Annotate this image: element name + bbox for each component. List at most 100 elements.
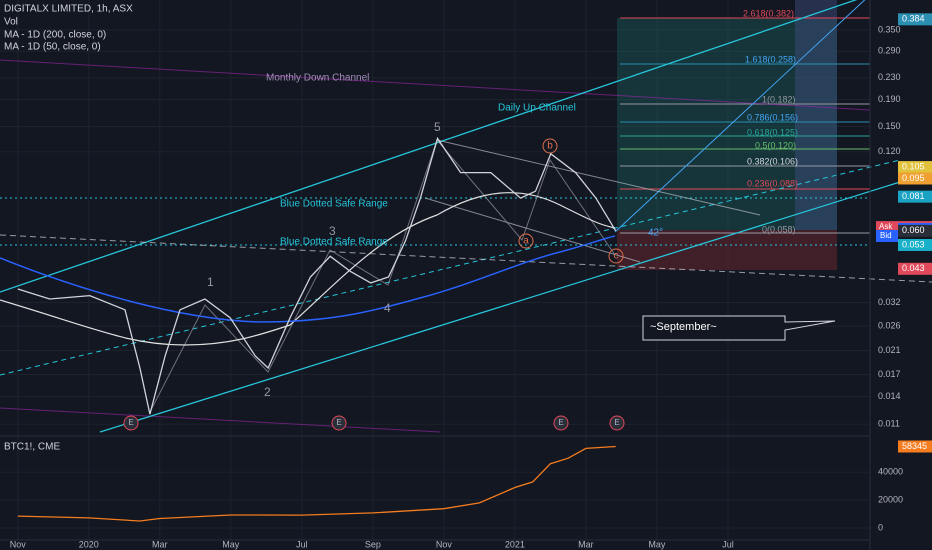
last-price-box [898,440,932,453]
fib-label: 1(0.182) [762,94,796,104]
symbol: DIGITALX LIMITED, 1h, ASX [4,4,133,15]
y-tick-label: 0.230 [878,72,901,82]
price-label-box [898,238,932,251]
events: E E E E [123,415,625,431]
annotation: Daily Up Channel [498,103,576,114]
price-label: 0.060 [902,225,925,235]
fib-label: 0.618(0.125) [747,127,798,137]
y-tick-label: 0.011 [878,419,900,429]
wave-circle [542,138,558,154]
x-tick-label: Jul [722,539,734,549]
bid-box [876,229,898,242]
x-tick-label: Sep [365,539,381,549]
wave-path [149,139,616,413]
btc-title: BTC1!, CME [4,442,60,453]
y-tick-label: 40000 [878,467,903,477]
y-tick-label: 0.021 [878,345,901,355]
wave-label: c [614,251,619,262]
annotation: Monthly Down Channel [266,73,369,84]
wave-label: 2 [264,385,271,399]
wave-circle [518,233,534,249]
y-tick-label: 0 [878,522,883,532]
price-label: 0.384 [902,14,925,24]
price-label-box [898,161,932,174]
down-channel-bottom [0,407,441,433]
y-tick-label: 0.150 [878,121,901,131]
angle-line [614,0,866,233]
price-label: 0.105 [902,161,925,171]
up-channel-bottom [99,171,932,433]
price-label-box [898,190,932,203]
ma-200 [0,235,616,323]
down-channel-top [0,59,871,111]
fib-label: 0(0.058) [762,224,796,234]
price-label: 0.053 [902,239,925,249]
x-tick-label: Nov [436,539,453,549]
wave-label: 5 [434,120,441,134]
callout-box [642,315,836,341]
x-tick-label: Mar [578,539,594,549]
ask-label: Ask [879,222,893,231]
fib-lines [620,17,870,234]
last-price-label: 58345 [902,441,927,451]
x-tick-label: Nov [10,539,27,549]
ma200-label: MA - 1D (200, close, 0) [4,30,106,41]
vol-label: Vol [4,17,18,28]
price-label: 0.095 [902,173,925,183]
price-label-box [898,224,932,237]
price-line [17,445,616,522]
y-tick-label: 0.350 [878,24,901,34]
wave-label: 4 [384,301,391,315]
price-label: 0.081 [902,191,925,201]
fib-box [795,0,837,230]
event-label[interactable]: E [128,418,133,427]
ma50-label: MA - 1D (50, close, 0) [4,42,101,53]
event-label[interactable]: E [336,418,341,427]
ma-50 [0,192,616,346]
grid [0,0,870,540]
annotation: 42° [648,228,663,239]
fib-label: 0.382(0.106) [747,156,798,166]
price-label-box [898,262,932,275]
x-tick-label: Mar [152,539,168,549]
y-tick-label: 0.026 [878,321,901,331]
y-tick-label: 0.190 [878,94,901,104]
fib-label: 2.618(0.382) [743,8,794,18]
fib-label: 0.236(0.088) [747,178,798,188]
bid-label: Bid [880,231,892,240]
x-tick-label: 2020 [79,539,99,549]
fib-label: 0.5(0.120) [755,140,796,150]
y-tick-label: 0.014 [878,391,901,401]
wave-label: 1 [207,275,214,289]
up-channel-mid [0,159,901,376]
y-tick-label: 20000 [878,494,903,504]
y-tick-label: 0.017 [878,369,901,379]
wave-circle [608,248,624,264]
wedge-top [436,139,761,216]
x-tick-label: May [648,539,666,549]
wedge-bottom [424,197,641,263]
annotation: Blue Dotted Safe Range [280,199,388,210]
price-label: 0.043 [902,263,925,273]
fib-label: 1.618(0.258) [745,54,796,64]
event-label[interactable]: E [614,418,619,427]
wave-label: 3 [329,224,336,238]
wave-label: a [523,236,529,247]
fib-label: 0.786(0.156) [747,112,798,122]
y-tick-label: 0.120 [878,146,901,156]
y-tick-label: 0.032 [878,297,901,307]
price-line [17,136,617,415]
event-label[interactable]: E [558,418,563,427]
x-tick-label: May [222,539,240,549]
callout: ~September~ [650,321,717,333]
y-tick-label: 0.290 [878,46,901,56]
x-tick-label: Jul [296,539,308,549]
trend-dashed [0,234,932,283]
x-tick-label: 2021 [505,539,525,549]
price-label-box [898,172,932,185]
wave-label: b [547,141,553,152]
annotation: Blue Dotted Safe Range [280,237,388,248]
price-label-box [898,13,932,26]
